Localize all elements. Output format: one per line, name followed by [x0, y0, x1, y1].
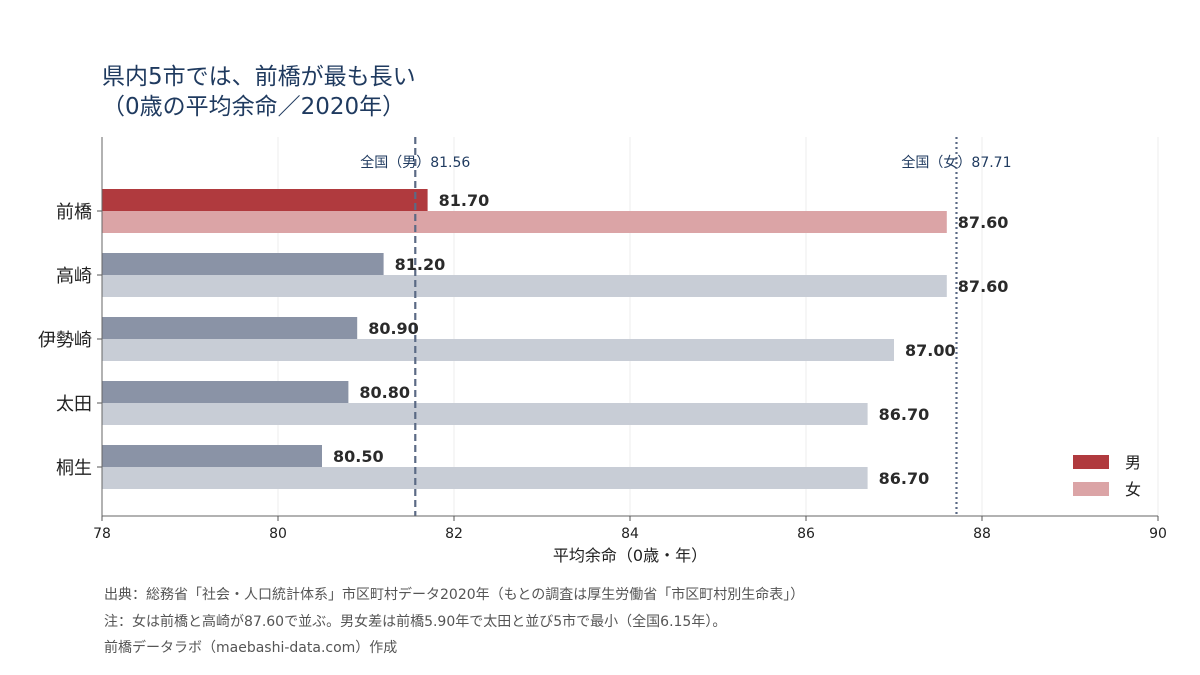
value-label-male-3: 80.80	[359, 383, 410, 402]
category-label-0: 前橋	[56, 202, 92, 223]
x-tick-label-78: 78	[93, 526, 111, 542]
chart-title: 県内5市では、前橋が最も長い （0歳の平均余命／2020年）	[102, 62, 416, 122]
x-tick-label-88: 88	[973, 526, 991, 542]
credit-note: 前橋データラボ（maebashi-data.com）作成	[104, 640, 398, 656]
bar-male-1	[102, 253, 384, 275]
bars	[102, 189, 947, 489]
value-label-female-4: 86.70	[879, 469, 930, 488]
legend-swatch-male	[1073, 455, 1109, 469]
x-tick-label-84: 84	[621, 526, 639, 542]
legend-label-female: 女	[1125, 480, 1141, 499]
x-tick-label-90: 90	[1149, 526, 1167, 542]
legend-swatch-female	[1073, 482, 1109, 496]
value-label-male-1: 81.20	[395, 255, 446, 274]
bar-female-4	[102, 467, 868, 489]
value-label-female-1: 87.60	[958, 277, 1009, 296]
value-label-male-0: 81.70	[439, 191, 490, 210]
category-label-2: 伊勢崎	[38, 330, 92, 351]
reference-label-0: 全国（男）81.56	[360, 154, 470, 171]
bar-female-2	[102, 339, 894, 361]
chart-title-line1: 県内5市では、前橋が最も長い	[102, 64, 416, 90]
bar-male-2	[102, 317, 358, 339]
bar-male-4	[102, 445, 322, 467]
category-label-4: 桐生	[56, 458, 92, 479]
bar-male-3	[102, 381, 349, 403]
reference-label-1: 全国（女）87.71	[901, 154, 1011, 171]
x-tick-label-86: 86	[797, 526, 815, 542]
bar-female-3	[102, 403, 868, 425]
legend-label-male: 男	[1125, 453, 1141, 472]
value-label-female-2: 87.00	[905, 341, 956, 360]
value-label-female-0: 87.60	[958, 213, 1009, 232]
footnotes: 出典：総務省「社会・人口統計体系」市区町村データ2020年（もとの調査は厚生労働…	[104, 582, 804, 662]
x-axis-label: 平均余命（0歳・年）	[553, 546, 707, 565]
bar-male-0	[102, 189, 428, 211]
x-tick-label-82: 82	[445, 526, 463, 542]
value-labels: 81.70 87.60 81.20 87.60 80.90 87.00 80.80 86.70…	[333, 191, 1008, 488]
annotation-note: 注：女は前橋と高崎が87.60で並ぶ。男女差は前橋5.90年で太田と並び5市で最…	[104, 613, 727, 630]
chart-title-line2: （0歳の平均余命／2020年）	[102, 94, 406, 120]
value-label-male-4: 80.50	[333, 447, 384, 466]
source-note: 出典：総務省「社会・人口統計体系」市区町村データ2020年（もとの調査は厚生労働…	[104, 587, 805, 603]
category-label-3: 太田	[56, 394, 92, 415]
value-label-male-2: 80.90	[368, 319, 419, 338]
reference-lines: 全国（男）81.56 全国（女）87.71	[360, 137, 1012, 516]
legend: 男女	[1073, 453, 1141, 499]
bar-female-0	[102, 211, 947, 233]
bar-female-1	[102, 275, 947, 297]
category-label-1: 高崎	[56, 266, 92, 287]
x-tick-label-80: 80	[269, 526, 287, 542]
value-label-female-3: 86.70	[879, 405, 930, 424]
